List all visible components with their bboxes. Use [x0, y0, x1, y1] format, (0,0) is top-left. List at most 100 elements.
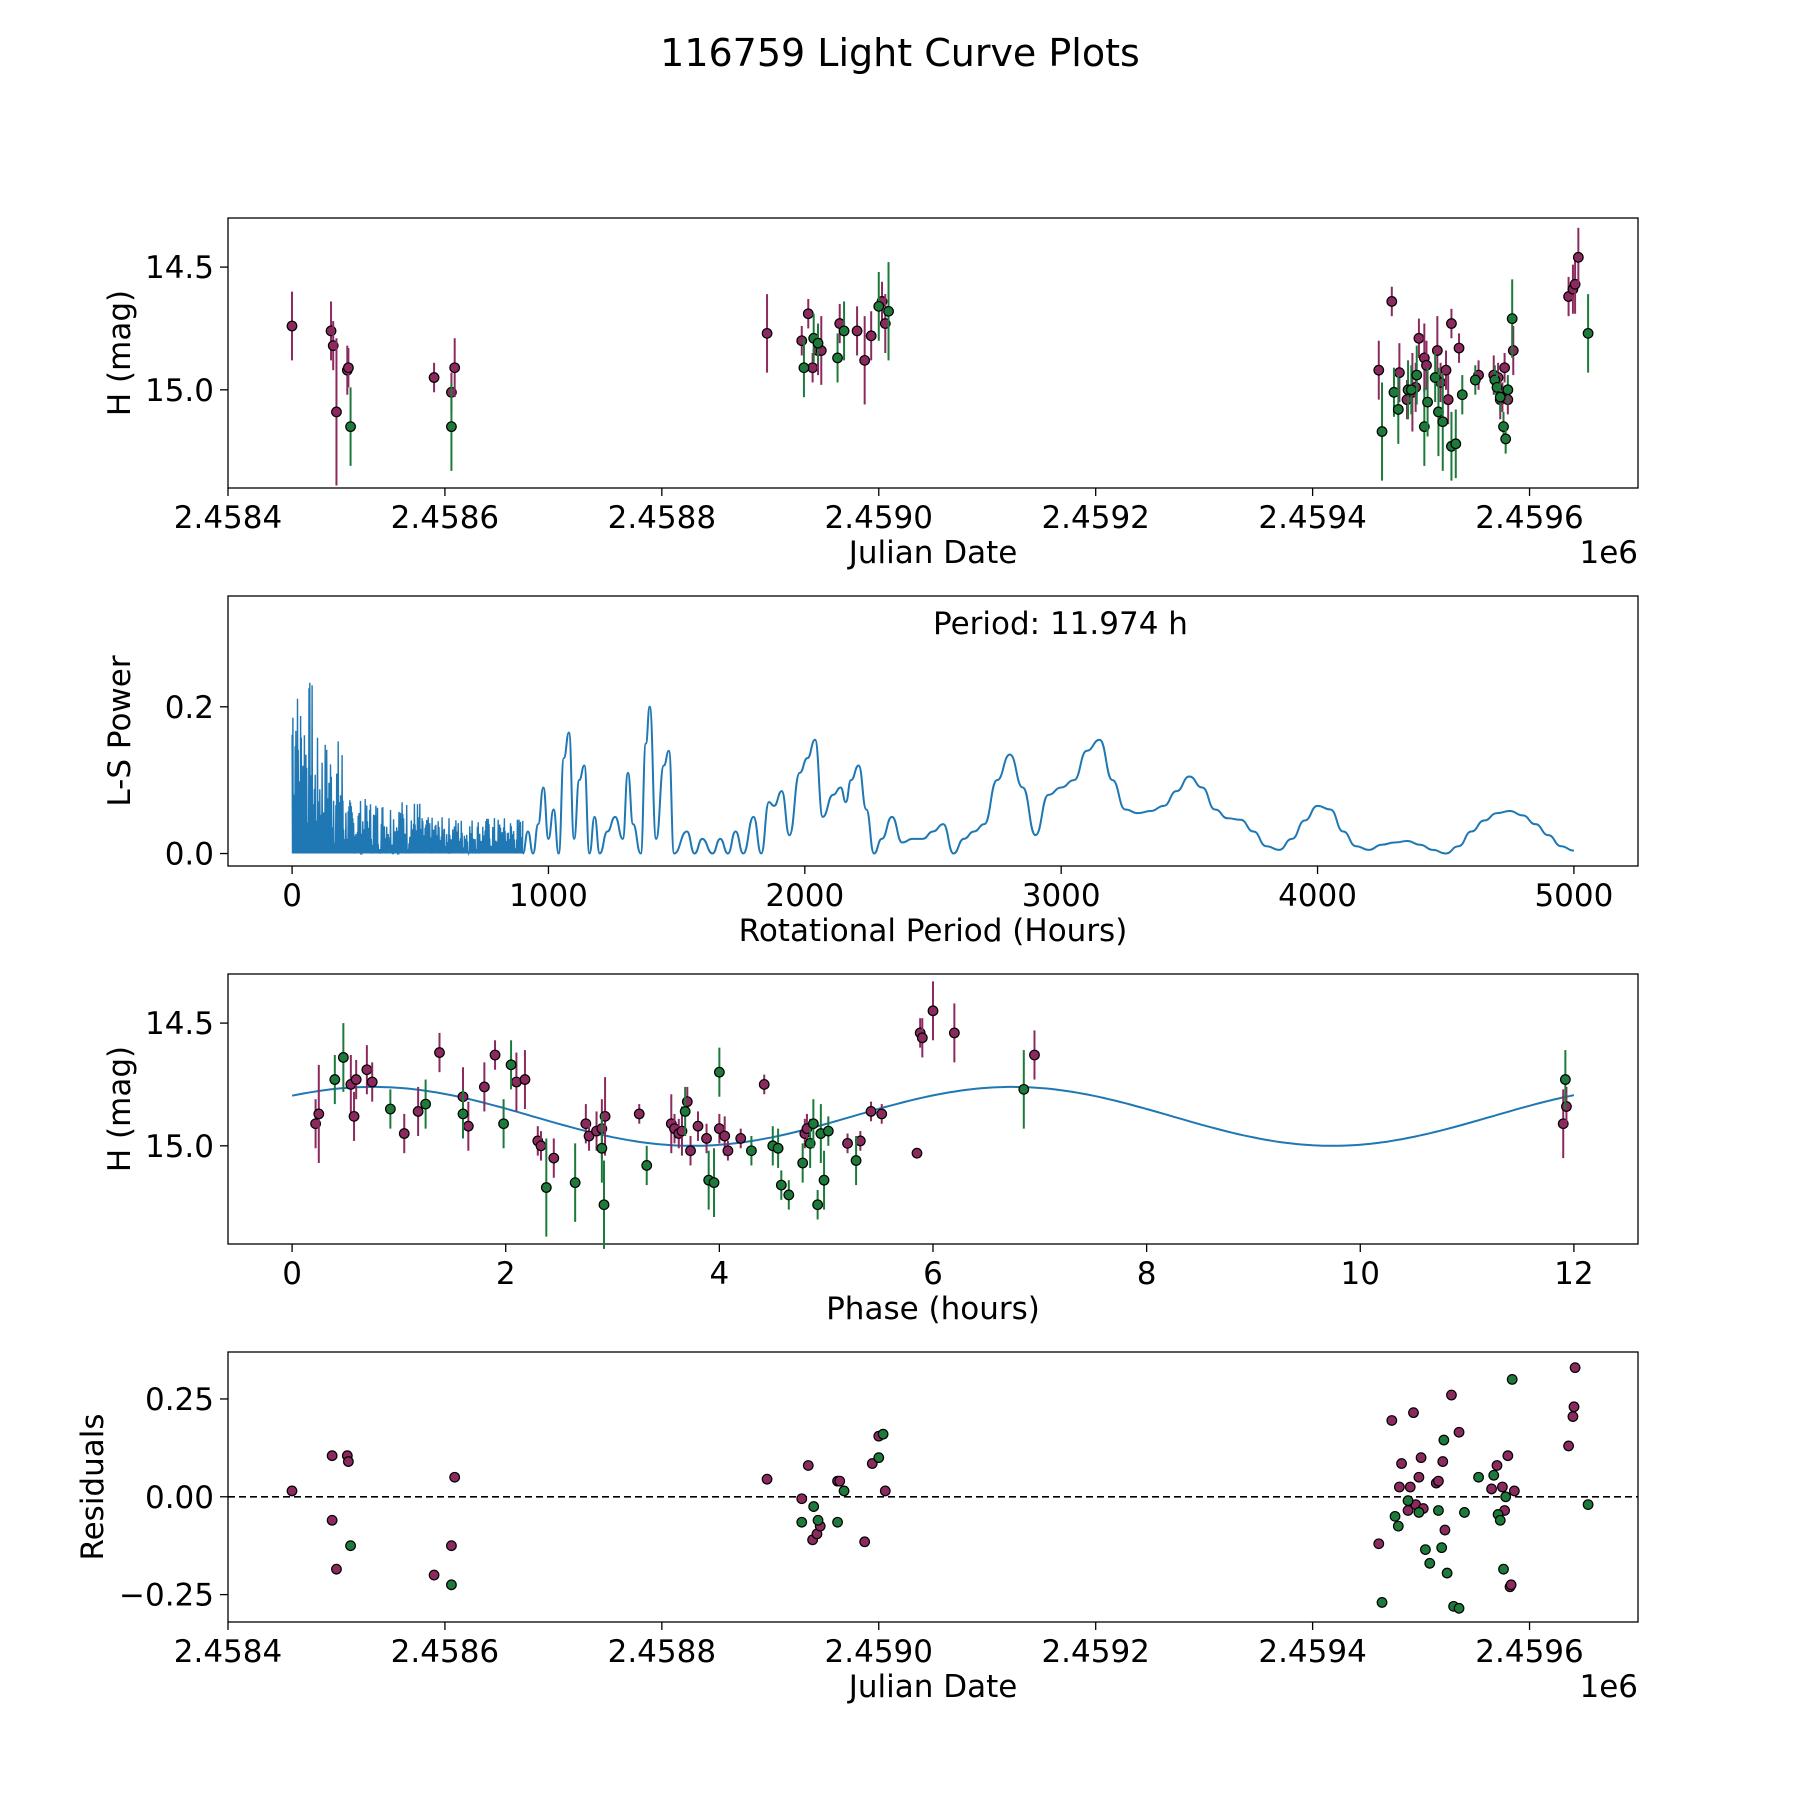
x-tick-label: 5000 — [1534, 878, 1613, 914]
x-tick-label: 4000 — [1278, 878, 1357, 914]
data-point — [1572, 251, 1584, 263]
x-tick-label: 2.4594 — [1258, 500, 1366, 536]
data-point — [1413, 332, 1425, 344]
data-point — [1506, 1373, 1518, 1385]
data-point — [883, 305, 894, 317]
y-axis-label: Residuals — [75, 1413, 111, 1560]
data-point — [822, 1125, 834, 1137]
data-point — [1437, 1456, 1449, 1467]
data-point — [1499, 362, 1510, 374]
data-point — [598, 1199, 610, 1211]
data-point — [1373, 364, 1385, 376]
data-point — [1494, 1514, 1506, 1526]
data-point — [859, 354, 871, 366]
x-tick-label: 2.4586 — [391, 500, 499, 536]
data-point — [446, 421, 457, 433]
data-point — [1567, 1411, 1579, 1422]
data-point — [1029, 1049, 1040, 1061]
data-point — [865, 330, 877, 342]
data-point — [478, 1081, 490, 1093]
data-point — [1413, 1471, 1425, 1483]
data-point — [1569, 1362, 1581, 1374]
data-point — [719, 1130, 731, 1142]
data-point — [1563, 1440, 1574, 1452]
data-point — [1411, 369, 1423, 381]
data-point — [1441, 1567, 1453, 1579]
data-point — [342, 1456, 354, 1467]
data-point — [1439, 1524, 1451, 1536]
periodogram-smooth-line — [521, 705, 1574, 855]
data-point — [1508, 1485, 1520, 1497]
data-point — [838, 1485, 850, 1497]
data-point — [812, 1514, 824, 1526]
plot-frame — [227, 1351, 1639, 1623]
x-tick-label: 2.4592 — [1041, 500, 1149, 536]
figure-title: 116759 Light Curve Plots — [660, 31, 1140, 75]
data-point — [412, 1106, 424, 1117]
data-point — [1424, 1557, 1436, 1569]
data-point — [505, 1059, 517, 1071]
data-point — [329, 1074, 341, 1085]
data-point — [679, 1106, 691, 1117]
data-point — [428, 1569, 440, 1581]
data-point — [1453, 1602, 1465, 1614]
data-point — [1396, 1458, 1407, 1469]
data-point — [1498, 1563, 1509, 1575]
x-tick-label: 12 — [1554, 1256, 1593, 1292]
data-point — [879, 1485, 891, 1497]
data-point — [1393, 367, 1405, 379]
data-point — [681, 1096, 693, 1108]
data-point — [535, 1140, 547, 1152]
data-point — [428, 372, 440, 383]
data-point — [713, 1066, 725, 1078]
data-point — [1408, 1407, 1419, 1419]
x-axis-label: Rotational Period (Hours) — [739, 913, 1128, 949]
data-point — [796, 1516, 808, 1528]
data-point — [1500, 1491, 1512, 1503]
data-point — [873, 1452, 885, 1464]
data-point — [548, 1152, 560, 1164]
x-tick-label: 2000 — [765, 878, 844, 914]
data-point — [1506, 313, 1518, 325]
data-point — [1420, 1544, 1431, 1556]
data-point — [1453, 1426, 1465, 1438]
data-point — [775, 1179, 787, 1191]
data-point — [596, 1142, 608, 1154]
data-point — [1507, 345, 1519, 356]
data-point — [313, 1108, 325, 1120]
data-point — [1436, 1542, 1448, 1554]
phasefold-panel: 0 2 4 6 8 10 12 15.0 14.5 Phase (hours) H (mag) — [102, 973, 1639, 1327]
data-point — [449, 362, 461, 374]
data-point — [838, 325, 850, 337]
data-point — [1486, 1483, 1497, 1495]
y-axis-label: L-S Power — [102, 655, 138, 806]
periodogram-panel: 0 1000 2000 3000 4000 5000 0.0 0.2 Rotational Pe… — [102, 595, 1639, 949]
x-tick-label: 2.4594 — [1258, 1634, 1366, 1670]
data-point — [1431, 345, 1443, 356]
x-tick-label: 0 — [282, 1256, 302, 1292]
x-tick-label: 2.4584 — [174, 500, 282, 536]
data-point — [1433, 1505, 1444, 1516]
data-point — [802, 1460, 814, 1471]
data-point — [1582, 327, 1594, 339]
data-point — [350, 1074, 362, 1085]
data-point — [1392, 1520, 1404, 1532]
data-point — [457, 1108, 469, 1120]
data-point — [325, 325, 337, 337]
data-point — [1491, 1460, 1503, 1471]
data-point — [331, 406, 342, 418]
data-point — [685, 1145, 696, 1157]
data-point — [1446, 1389, 1457, 1401]
data-point — [1386, 296, 1398, 307]
data-point — [735, 1133, 747, 1144]
data-point — [701, 1133, 712, 1144]
data-point — [834, 1475, 846, 1487]
data-point — [1582, 1499, 1594, 1511]
x-tick-label: 0 — [282, 878, 302, 914]
data-point — [1500, 433, 1512, 445]
data-point — [641, 1160, 653, 1171]
data-point — [1413, 1507, 1425, 1518]
data-point — [812, 1199, 824, 1211]
data-point — [331, 1563, 342, 1575]
